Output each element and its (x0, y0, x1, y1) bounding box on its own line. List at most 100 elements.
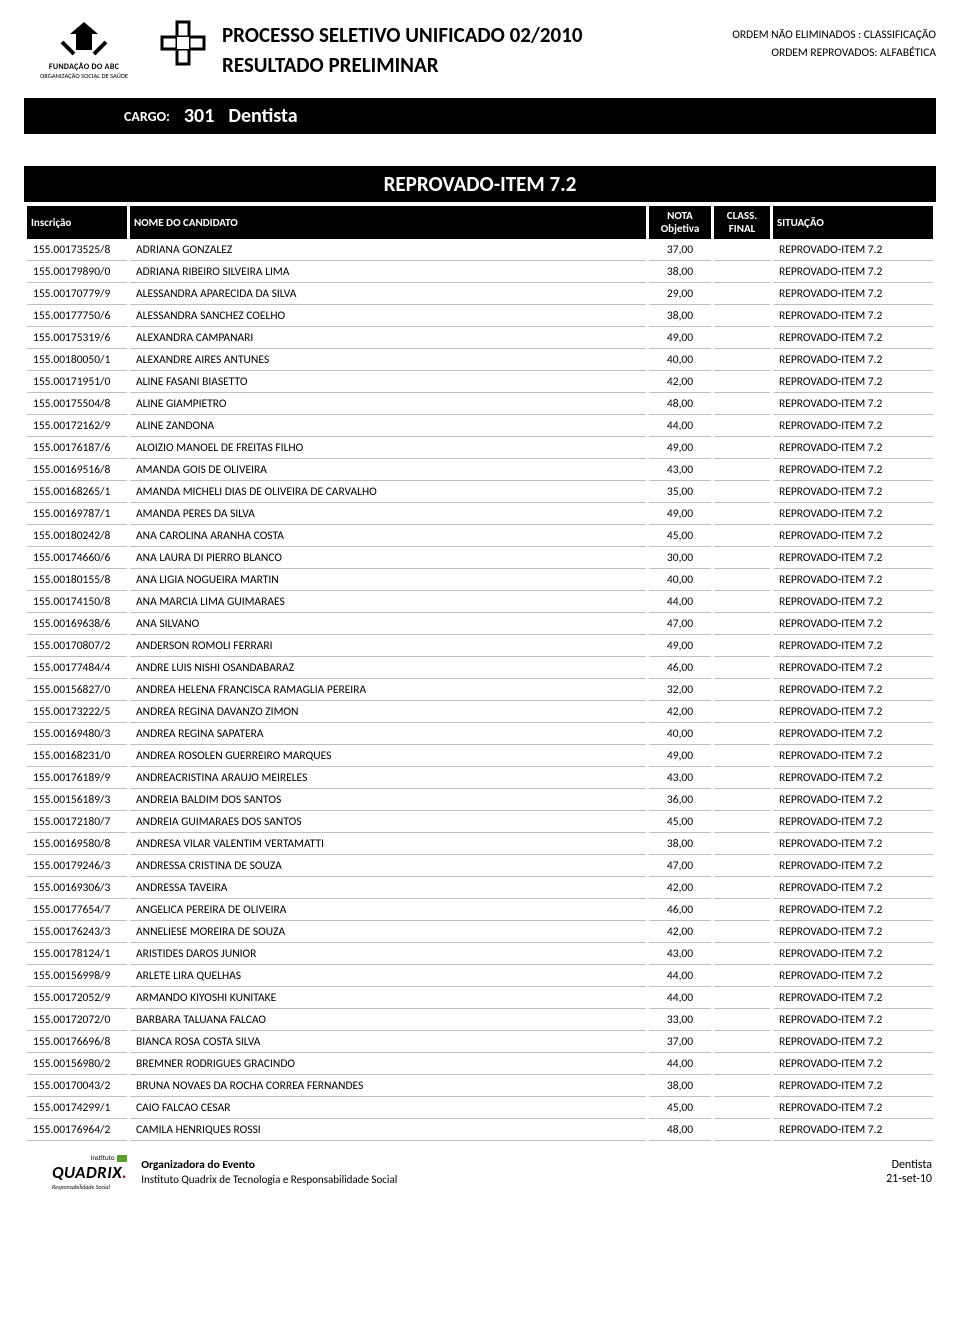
cell-inscricao: 155.00173222/5 (27, 701, 127, 723)
table-row: 155.00176243/3ANNELIESE MOREIRA DE SOUZA… (27, 921, 933, 943)
cell-class (714, 371, 770, 393)
cell-inscricao: 155.00169787/1 (27, 503, 127, 525)
cell-situacao: REPROVADO-ITEM 7.2 (773, 591, 933, 613)
cell-nota: 49,00 (649, 437, 711, 459)
cell-situacao: REPROVADO-ITEM 7.2 (773, 701, 933, 723)
cell-situacao: REPROVADO-ITEM 7.2 (773, 833, 933, 855)
cell-inscricao: 155.00177750/6 (27, 305, 127, 327)
results-table: Inscrição NOME DO CANDIDATO NOTA Objetiv… (24, 206, 936, 1141)
cell-situacao: REPROVADO-ITEM 7.2 (773, 1009, 933, 1031)
cell-nota: 38,00 (649, 833, 711, 855)
cell-class (714, 437, 770, 459)
cell-class (714, 1009, 770, 1031)
cell-nome: CAMILA HENRIQUES ROSSI (130, 1119, 646, 1141)
cell-situacao: REPROVADO-ITEM 7.2 (773, 855, 933, 877)
cell-nome: ALOIZIO MANOEL DE FREITAS FILHO (130, 437, 646, 459)
flag-icon (117, 1155, 127, 1162)
cell-nota: 38,00 (649, 1075, 711, 1097)
cell-nota: 40,00 (649, 569, 711, 591)
cell-situacao: REPROVADO-ITEM 7.2 (773, 789, 933, 811)
cell-class (714, 1031, 770, 1053)
cell-situacao: REPROVADO-ITEM 7.2 (773, 1119, 933, 1141)
cell-inscricao: 155.00178124/1 (27, 943, 127, 965)
cell-situacao: REPROVADO-ITEM 7.2 (773, 261, 933, 283)
cell-nota: 35,00 (649, 481, 711, 503)
cell-nome: AMANDA MICHELI DIAS DE OLIVEIRA DE CARVA… (130, 481, 646, 503)
cell-nota: 37,00 (649, 1031, 711, 1053)
cargo-name: Dentista (228, 104, 297, 128)
cell-nota: 48,00 (649, 393, 711, 415)
result-title: RESULTADO PRELIMINAR (222, 52, 718, 78)
cell-situacao: REPROVADO-ITEM 7.2 (773, 437, 933, 459)
cell-nome: ADRIANA RIBEIRO SILVEIRA LIMA (130, 261, 646, 283)
cell-class (714, 899, 770, 921)
cell-nome: ADRIANA GONZALEZ (130, 239, 646, 261)
cell-nota: 44,00 (649, 1053, 711, 1075)
footer-cargo: Dentista (886, 1158, 932, 1172)
cell-class (714, 459, 770, 481)
cell-class (714, 745, 770, 767)
cell-class (714, 1097, 770, 1119)
cell-inscricao: 155.00180242/8 (27, 525, 127, 547)
logo-caption-1: FUNDAÇÃO DO ABC (49, 62, 119, 72)
cell-class (714, 767, 770, 789)
cell-inscricao: 155.00179890/0 (27, 261, 127, 283)
footer-org-name: Instituto Quadrix de Tecnologia e Respon… (141, 1173, 397, 1186)
cell-inscricao: 155.00169306/3 (27, 877, 127, 899)
cell-nome: ANDREIA BALDIM DOS SANTOS (130, 789, 646, 811)
cell-inscricao: 155.00176964/2 (27, 1119, 127, 1141)
table-row: 155.00176696/8BIANCA ROSA COSTA SILVA37,… (27, 1031, 933, 1053)
table-row: 155.00173222/5ANDREA REGINA DAVANZO ZIMO… (27, 701, 933, 723)
cell-inscricao: 155.00176187/6 (27, 437, 127, 459)
table-row: 155.00168231/0ANDREA ROSOLEN GUERREIRO M… (27, 745, 933, 767)
cell-nota: 47,00 (649, 855, 711, 877)
cell-class (714, 283, 770, 305)
cell-nota: 40,00 (649, 723, 711, 745)
cell-class (714, 1053, 770, 1075)
header-titles: PROCESSO SELETIVO UNIFICADO 02/2010 RESU… (222, 20, 718, 78)
cell-nome: BIANCA ROSA COSTA SILVA (130, 1031, 646, 1053)
cell-nome: ANDREA REGINA SAPATERA (130, 723, 646, 745)
col-situacao: SITUAÇÃO (773, 206, 933, 239)
table-row: 155.00180050/1ALEXANDRE AIRES ANTUNES40,… (27, 349, 933, 371)
cell-inscricao: 155.00169516/8 (27, 459, 127, 481)
cell-nome: ANA LIGIA NOGUEIRA MARTIN (130, 569, 646, 591)
cell-nota: 44,00 (649, 965, 711, 987)
cell-situacao: REPROVADO-ITEM 7.2 (773, 943, 933, 965)
page-header: FUNDAÇÃO DO ABC ORGANIZAÇÃO SOCIAL DE SA… (24, 20, 936, 80)
cell-inscricao: 155.00176243/3 (27, 921, 127, 943)
table-row: 155.00180155/8ANA LIGIA NOGUEIRA MARTIN4… (27, 569, 933, 591)
cross-symbol (158, 20, 208, 66)
footer-org-label: Organizadora do Evento (141, 1158, 255, 1172)
cell-situacao: REPROVADO-ITEM 7.2 (773, 877, 933, 899)
table-row: 155.00175319/6ALEXANDRA CAMPANARI49,00RE… (27, 327, 933, 349)
cell-inscricao: 155.00172162/9 (27, 415, 127, 437)
table-row: 155.00156827/0ANDREA HELENA FRANCISCA RA… (27, 679, 933, 701)
cell-inscricao: 155.00170807/2 (27, 635, 127, 657)
cell-situacao: REPROVADO-ITEM 7.2 (773, 327, 933, 349)
table-row: 155.00174660/6ANA LAURA DI PIERRO BLANCO… (27, 547, 933, 569)
cell-class (714, 679, 770, 701)
cell-nome: ANDRESSA TAVEIRA (130, 877, 646, 899)
cell-nome: ALINE FASANI BIASETTO (130, 371, 646, 393)
cell-situacao: REPROVADO-ITEM 7.2 (773, 745, 933, 767)
cargo-bar: CARGO: 301 Dentista (24, 98, 936, 134)
cell-nota: 38,00 (649, 261, 711, 283)
table-row: 155.00156980/2BREMNER RODRIGUES GRACINDO… (27, 1053, 933, 1075)
logo-caption-2: ORGANIZAÇÃO SOCIAL DE SAÚDE (40, 72, 128, 80)
cargo-code: 301 (184, 104, 214, 128)
cell-situacao: REPROVADO-ITEM 7.2 (773, 1097, 933, 1119)
cell-nota: 49,00 (649, 327, 711, 349)
table-row: 155.00176187/6ALOIZIO MANOEL DE FREITAS … (27, 437, 933, 459)
cell-class (714, 657, 770, 679)
cell-nota: 43,00 (649, 459, 711, 481)
cell-inscricao: 155.00171951/0 (27, 371, 127, 393)
cell-situacao: REPROVADO-ITEM 7.2 (773, 987, 933, 1009)
cell-class (714, 503, 770, 525)
cell-nome: ALESSANDRA APARECIDA DA SILVA (130, 283, 646, 305)
cell-nome: ANDREACRISTINA ARAUJO MEIRELES (130, 767, 646, 789)
cell-nota: 33,00 (649, 1009, 711, 1031)
table-row: 155.00177750/6ALESSANDRA SANCHEZ COELHO3… (27, 305, 933, 327)
cell-situacao: REPROVADO-ITEM 7.2 (773, 767, 933, 789)
cell-class (714, 547, 770, 569)
